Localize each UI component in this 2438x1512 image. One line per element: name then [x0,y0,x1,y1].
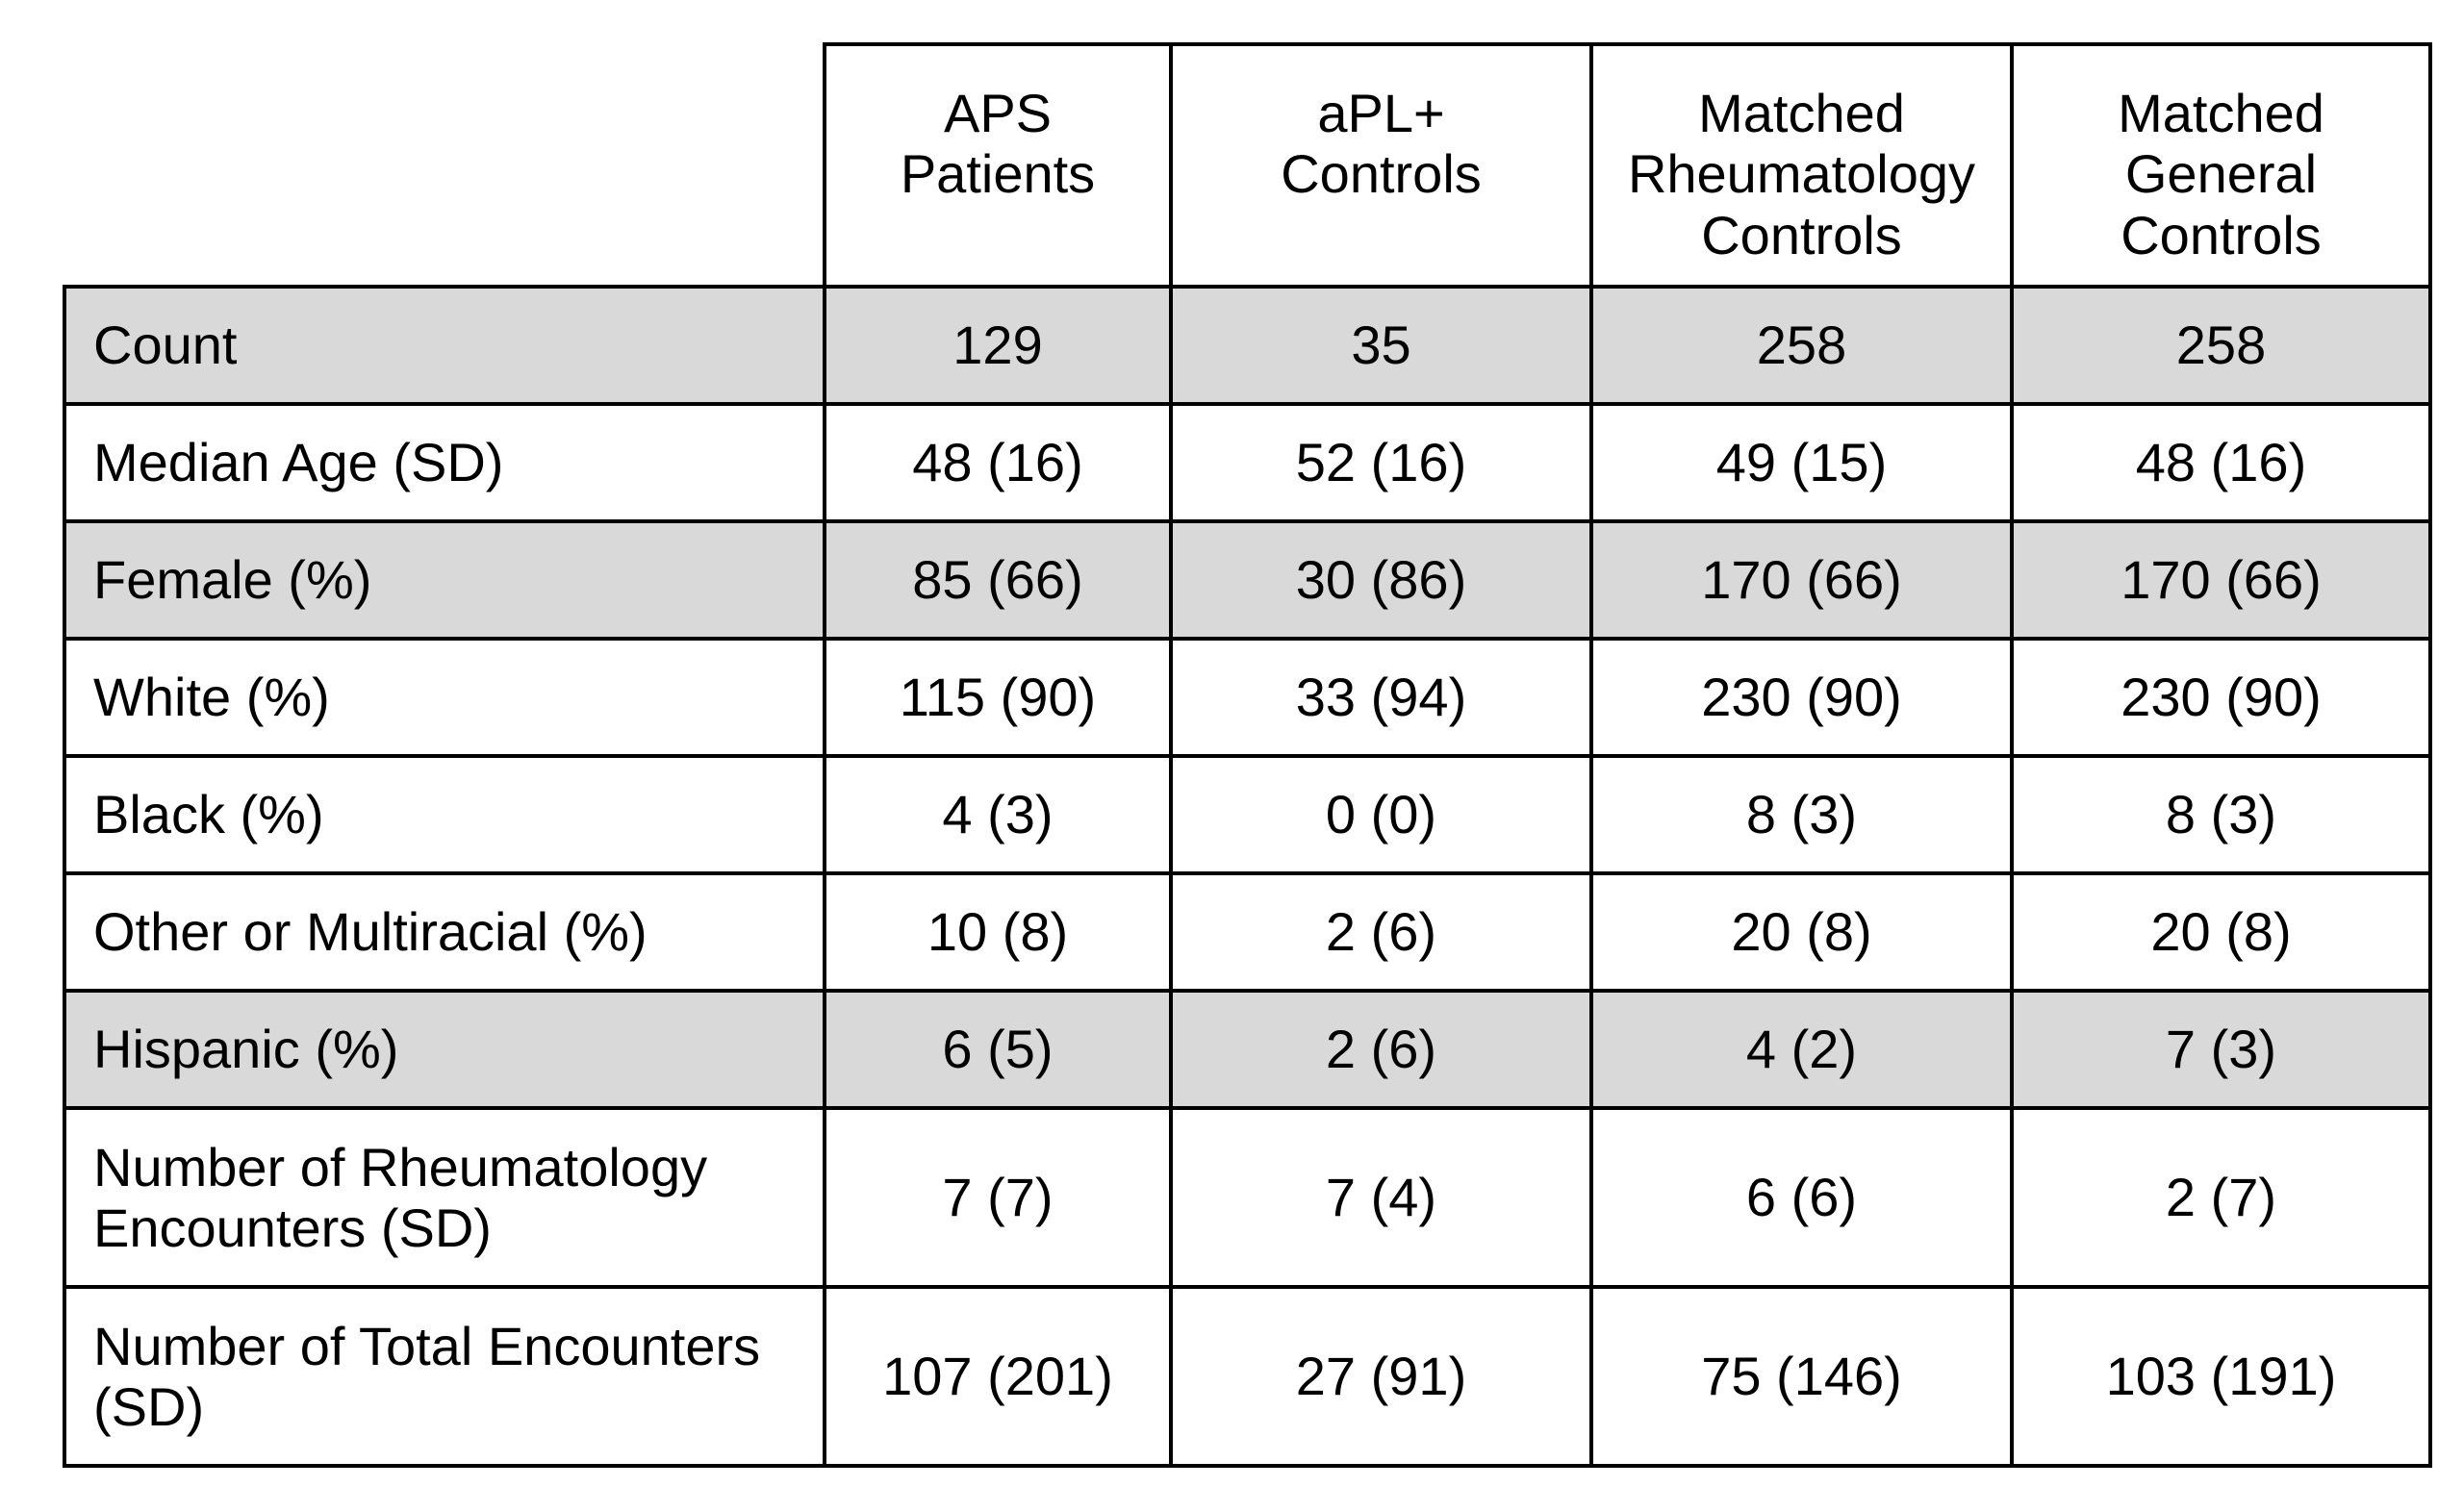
value-cell: 7 (4) [1169,1106,1593,1289]
value-cell: 107 (201) [823,1285,1173,1468]
value-cell: 30 (86) [1169,519,1593,641]
table-row-hispanic: Hispanic (%) 6 (5) 2 (6) 4 (2) 7 (3) [63,989,2432,1110]
row-label-cell: Hispanic (%) [63,989,826,1110]
table-row-female: Female (%) 85 (66) 30 (86) 170 (66) 170 … [63,519,2432,641]
value-cell: 10 (8) [823,871,1173,993]
value-cell: 8 (3) [1589,754,2014,875]
value-cell: 49 (15) [1589,402,2014,523]
column-header-apl-controls: aPL+ Controls [1169,42,1593,289]
row-label-cell: Female (%) [63,519,826,641]
table-row-count: Count 129 35 258 258 [63,285,2432,406]
value-cell: 48 (16) [823,402,1173,523]
value-cell: 230 (90) [1589,637,2014,758]
row-label-cell: Count [63,285,826,406]
table-row-other-multiracial: Other or Multiracial (%) 10 (8) 2 (6) 20… [63,871,2432,993]
value-cell: 170 (66) [1589,519,2014,641]
table-row-median-age: Median Age (SD) 48 (16) 52 (16) 49 (15) … [63,402,2432,523]
value-cell: 2 (6) [1169,871,1593,993]
value-cell: 4 (2) [1589,989,2014,1110]
value-cell: 20 (8) [1589,871,2014,993]
value-cell: 20 (8) [2010,871,2432,993]
value-cell: 33 (94) [1169,637,1593,758]
value-cell: 7 (3) [2010,989,2432,1110]
column-header-matched-general-controls: Matched General Controls [2010,42,2432,289]
value-cell: 8 (3) [2010,754,2432,875]
table-row-white: White (%) 115 (90) 33 (94) 230 (90) 230 … [63,637,2432,758]
table-row-rheumatology-encounters: Number of Rheumatology Encounters (SD) 7… [63,1106,2432,1289]
value-cell: 258 [2010,285,2432,406]
value-cell: 35 [1169,285,1593,406]
value-cell: 85 (66) [823,519,1173,641]
column-header-aps-patients: APS Patients [823,42,1173,289]
value-cell: 48 (16) [2010,402,2432,523]
value-cell: 129 [823,285,1173,406]
value-cell: 0 (0) [1169,754,1593,875]
value-cell: 27 (91) [1169,1285,1593,1468]
value-cell: 6 (6) [1589,1106,2014,1289]
value-cell: 52 (16) [1169,402,1593,523]
value-cell: 4 (3) [823,754,1173,875]
header-row: APS Patients aPL+ Controls Matched Rheum… [64,42,2432,289]
row-label-cell: White (%) [63,637,826,758]
value-cell: 6 (5) [823,989,1173,1110]
value-cell: 230 (90) [2010,637,2432,758]
demographics-table: APS Patients aPL+ Controls Matched Rheum… [63,42,2432,1468]
column-header-matched-rheumatology-controls: Matched Rheumatology Controls [1589,42,2014,289]
row-label-cell: Number of Total Encounters (SD) [63,1285,826,1468]
row-label-cell: Number of Rheumatology Encounters (SD) [63,1106,826,1289]
value-cell: 103 (191) [2010,1285,2432,1468]
value-cell: 170 (66) [2010,519,2432,641]
value-cell: 2 (6) [1169,989,1593,1110]
row-label-cell: Median Age (SD) [63,402,826,523]
value-cell: 2 (7) [2010,1106,2432,1289]
value-cell: 75 (146) [1589,1285,2014,1468]
value-cell: 258 [1589,285,2014,406]
table-row-total-encounters: Number of Total Encounters (SD) 107 (201… [63,1285,2432,1468]
value-cell: 115 (90) [823,637,1173,758]
corner-cell [64,44,825,287]
row-label-cell: Black (%) [63,754,826,875]
row-label-cell: Other or Multiracial (%) [63,871,826,993]
table-row-black: Black (%) 4 (3) 0 (0) 8 (3) 8 (3) [63,754,2432,875]
value-cell: 7 (7) [823,1106,1173,1289]
